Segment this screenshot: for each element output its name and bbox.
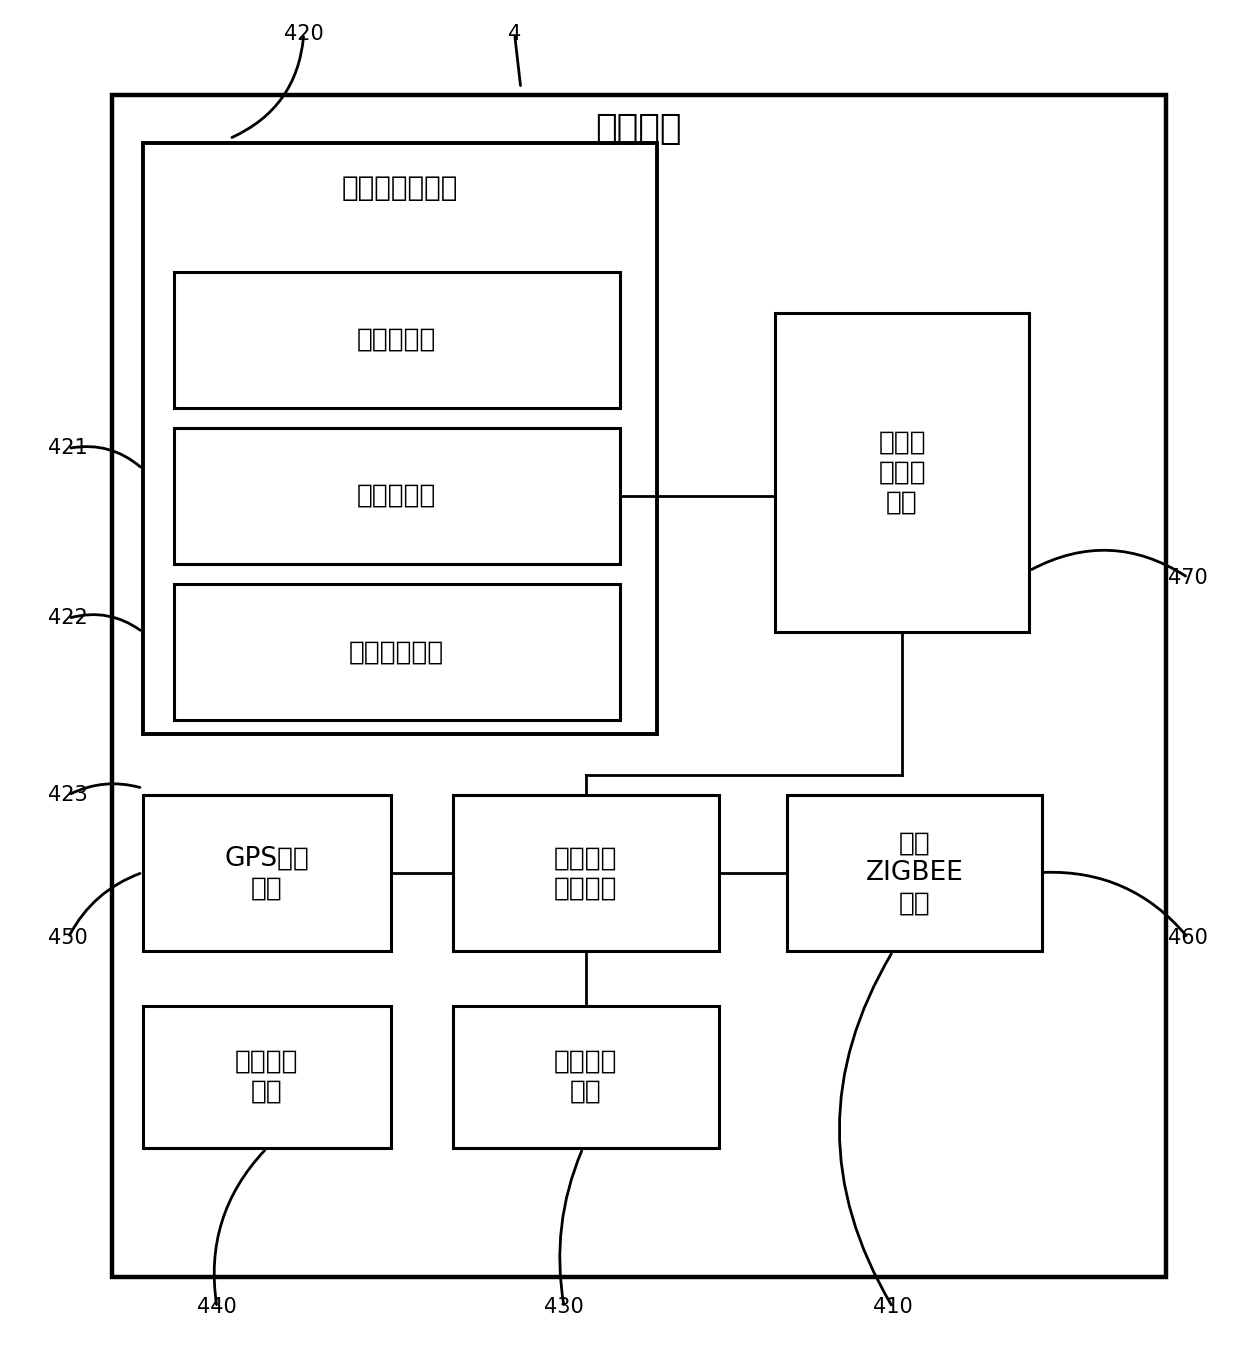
FancyArrowPatch shape <box>515 37 521 86</box>
FancyArrowPatch shape <box>232 37 304 137</box>
Text: 450: 450 <box>48 928 88 947</box>
Bar <box>174 428 620 564</box>
Text: 温度传感器: 温度传感器 <box>357 326 436 353</box>
Bar <box>775 313 1029 632</box>
Text: 422: 422 <box>48 609 88 628</box>
FancyArrowPatch shape <box>71 447 140 467</box>
Bar <box>143 795 391 951</box>
FancyArrowPatch shape <box>1044 872 1187 935</box>
Bar <box>174 272 620 408</box>
Bar <box>143 1006 391 1148</box>
FancyArrowPatch shape <box>215 1150 264 1305</box>
FancyArrowPatch shape <box>1032 550 1185 576</box>
Text: 4: 4 <box>508 24 521 43</box>
Text: 第一微处
理器模块: 第一微处 理器模块 <box>554 845 618 901</box>
Text: 核辐射传感器: 核辐射传感器 <box>350 639 444 666</box>
Bar <box>112 95 1166 1277</box>
FancyArrowPatch shape <box>71 784 140 794</box>
Bar <box>174 584 620 720</box>
Bar <box>453 795 719 951</box>
Text: 470: 470 <box>1168 568 1208 587</box>
FancyArrowPatch shape <box>71 614 140 631</box>
Text: 420: 420 <box>284 24 324 43</box>
Bar <box>143 143 657 734</box>
Text: 460: 460 <box>1168 928 1208 947</box>
Text: 440: 440 <box>197 1298 237 1317</box>
Text: 421: 421 <box>48 439 88 458</box>
Text: 第一模
数转换
模块: 第一模 数转换 模块 <box>878 429 926 515</box>
Text: 423: 423 <box>48 786 88 805</box>
FancyArrowPatch shape <box>559 1151 582 1305</box>
FancyArrowPatch shape <box>839 954 892 1305</box>
Text: 430: 430 <box>544 1298 584 1317</box>
Text: 第一传感器模块: 第一传感器模块 <box>342 174 458 201</box>
Text: 湿度传感器: 湿度传感器 <box>357 482 436 510</box>
Text: 第一存储
模块: 第一存储 模块 <box>554 1049 618 1105</box>
Text: 410: 410 <box>873 1298 913 1317</box>
Text: 第一
ZIGBEE
模块: 第一 ZIGBEE 模块 <box>866 830 963 916</box>
Text: GPS定位
模块: GPS定位 模块 <box>224 845 309 901</box>
Text: 第一电源
模块: 第一电源 模块 <box>234 1049 299 1105</box>
Text: 信标节点: 信标节点 <box>595 111 682 147</box>
Bar <box>453 1006 719 1148</box>
Bar <box>787 795 1042 951</box>
FancyArrowPatch shape <box>69 874 140 935</box>
